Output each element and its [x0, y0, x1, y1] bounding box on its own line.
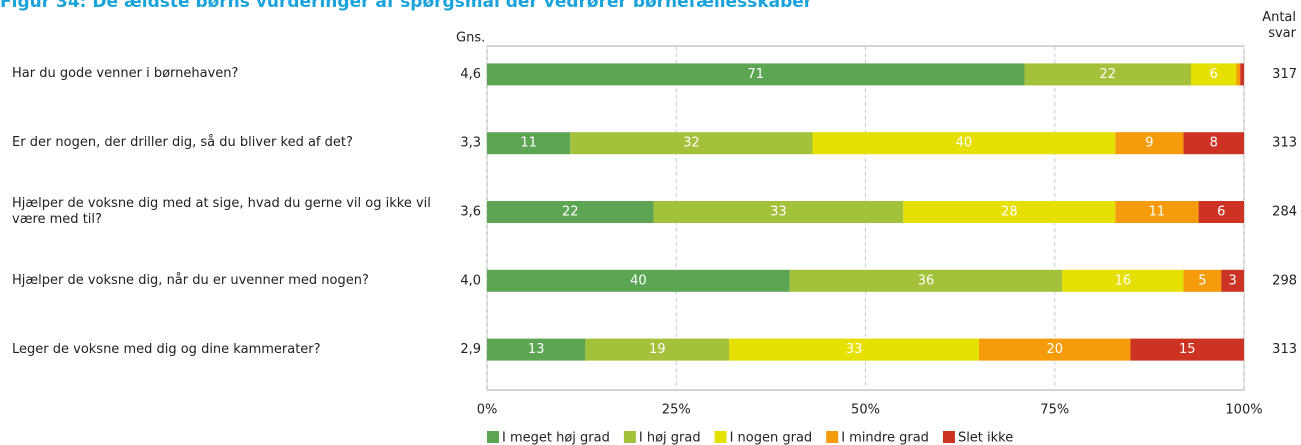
- legend-label: Slet ikke: [958, 431, 1013, 445]
- bar-segment: [812, 132, 1116, 155]
- category-label: Er der nogen, der driller dig, så du bli…: [12, 135, 353, 151]
- category-label: Har du gode venner i børnehaven?: [12, 66, 239, 82]
- bar-value-label: 6: [1217, 205, 1225, 220]
- mean-value: 3,3: [460, 136, 481, 151]
- bar-segment: [1191, 63, 1237, 86]
- bar-value-label: 16: [1115, 273, 1132, 288]
- bar-segment: [1221, 269, 1244, 292]
- bar-value-label: 40: [630, 273, 647, 288]
- legend-label: I nogen grad: [730, 431, 813, 445]
- bar-segment: [1024, 63, 1192, 86]
- bar-value-label: 40: [956, 136, 973, 151]
- mean-value: 4,6: [460, 67, 481, 82]
- bar-segment: [729, 338, 980, 361]
- x-tick-label: 100%: [1225, 403, 1262, 418]
- x-tick-label: 75%: [1040, 403, 1069, 418]
- bar-value-label: 71: [747, 67, 764, 82]
- bar-value-label: 28: [1001, 205, 1018, 220]
- bar-value-label: 19: [649, 342, 666, 357]
- bar-segment: [789, 269, 1063, 292]
- bar-value-label: 5: [1198, 273, 1206, 288]
- bar-segment: [570, 132, 813, 155]
- legend-label: I mindre grad: [841, 431, 929, 445]
- bar-value-label: 15: [1179, 342, 1196, 357]
- category-label: Leger de voksne med dig og dine kammerat…: [12, 341, 321, 357]
- bar-segment: [1130, 338, 1244, 361]
- bar-value-label: 11: [520, 136, 537, 151]
- bar-value-label: 6: [1210, 67, 1218, 82]
- bar-segment: [487, 201, 654, 223]
- bar-value-label: 3: [1229, 273, 1237, 288]
- bar-segment: [1115, 201, 1199, 223]
- bar-segment: [653, 201, 904, 223]
- bar-value-label: 8: [1210, 136, 1218, 151]
- legend-swatch: [623, 431, 636, 443]
- bar-value-label: 33: [770, 205, 787, 220]
- bar-segment: [1115, 132, 1184, 155]
- chart-title: Figur 34: De ældste børns vurderinger af…: [0, 0, 813, 12]
- bar-value-label: 22: [562, 205, 579, 220]
- mean-value: 4,0: [460, 273, 481, 288]
- bar-segment: [1240, 63, 1244, 86]
- mean-value: 3,6: [460, 205, 481, 220]
- mean-header: Gns.: [456, 31, 485, 46]
- x-tick-label: 25%: [662, 403, 691, 418]
- legend-label: I meget høj grad: [502, 431, 610, 445]
- bar-segment: [1236, 63, 1241, 86]
- bar-value-label: 20: [1046, 342, 1063, 357]
- bar-segment: [487, 63, 1025, 86]
- legend-swatch: [714, 431, 727, 443]
- count-value: 317: [1272, 67, 1297, 82]
- bar-value-label: 32: [683, 136, 700, 151]
- mean-value: 2,9: [460, 342, 481, 357]
- bar-segment: [487, 269, 790, 292]
- category-label: Hjælper de voksne dig, når du er uvenner…: [12, 272, 369, 288]
- x-tick-label: 50%: [851, 403, 880, 418]
- bar-value-label: 13: [528, 342, 545, 357]
- bar-segment: [903, 201, 1116, 223]
- legend-label: I høj grad: [639, 431, 701, 445]
- bar-value-label: 11: [1149, 205, 1166, 220]
- bar-segment: [487, 338, 586, 361]
- x-tick-label: 0%: [477, 403, 498, 418]
- bar-segment: [1062, 269, 1184, 292]
- legend-swatch: [487, 431, 499, 443]
- bar-value-label: 22: [1099, 67, 1116, 82]
- count-value: 298: [1272, 273, 1297, 288]
- bar-segment: [1183, 269, 1222, 292]
- count-header: Antal svar: [1262, 10, 1296, 41]
- count-value: 313: [1272, 136, 1297, 151]
- bar-value-label: 9: [1145, 136, 1153, 151]
- bar-segment: [585, 338, 730, 361]
- bar-value-label: 33: [846, 342, 863, 357]
- bar-segment: [979, 338, 1131, 361]
- count-value: 313: [1272, 342, 1297, 357]
- bar-segment: [1198, 201, 1244, 223]
- bar-value-label: 36: [918, 273, 935, 288]
- count-value: 284: [1272, 205, 1297, 220]
- category-label: Hjælper de voksne dig med at sige, hvad …: [12, 196, 431, 227]
- bar-segment: [487, 132, 571, 155]
- bar-segment: [1183, 132, 1244, 155]
- legend-swatch: [942, 431, 955, 443]
- legend-swatch: [826, 431, 839, 443]
